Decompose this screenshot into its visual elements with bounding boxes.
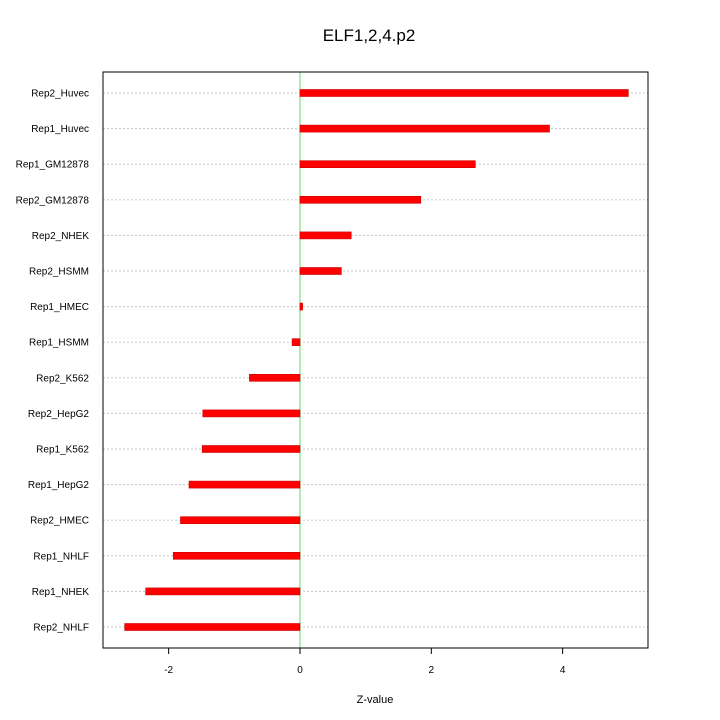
bar-rep2-huvec: [299, 89, 629, 97]
category-label: Rep1_Huvec: [31, 124, 89, 135]
bar-rep2-nhek: [299, 231, 352, 240]
category-label: Rep1_NHEK: [32, 587, 90, 598]
category-label: Rep2_HepG2: [28, 409, 90, 420]
x-tick-label: -2: [164, 665, 173, 676]
category-label: Rep2_K562: [36, 373, 89, 384]
bar-rep2-nhlf: [124, 623, 301, 631]
bar-rep1-hmec: [299, 302, 303, 311]
x-tick-label: 4: [560, 665, 566, 676]
bar-rep1-hsmm: [291, 338, 301, 347]
category-labels: Rep2_Huvec Rep1_Huvec Rep1_GM12878 Rep2_GM1…: [16, 89, 90, 634]
category-label: Rep1_HepG2: [28, 480, 90, 491]
bar-rep2-hmec: [180, 516, 301, 525]
x-tick-label: 0: [297, 665, 303, 676]
bar-rep2-hepg2: [202, 409, 301, 418]
grid-lines: [103, 92, 648, 628]
plot-frame: [102, 71, 649, 649]
bar-rep2-hsmm: [299, 267, 342, 275]
bars: [124, 89, 629, 631]
category-label: Rep1_K562: [36, 445, 89, 456]
chart-title: ELF1,2,4.p2: [323, 26, 416, 45]
bar-rep2-k562: [249, 373, 301, 382]
bar-rep1-nhlf: [172, 551, 301, 560]
bar-rep2-gm12878: [299, 196, 422, 204]
bar-rep1-gm12878: [299, 160, 476, 168]
category-label: Rep2_NHEK: [32, 231, 90, 242]
category-label: Rep2_NHLF: [33, 623, 89, 634]
x-axis-ticks: -2 0 2 4: [164, 647, 566, 676]
bar-rep1-nhek: [145, 587, 301, 596]
category-label: Rep1_HMEC: [30, 302, 89, 313]
category-label: Rep2_Huvec: [31, 89, 89, 100]
category-label: Rep2_GM12878: [16, 195, 90, 206]
category-label: Rep1_GM12878: [16, 160, 90, 171]
category-label: Rep1_NHLF: [33, 551, 89, 562]
bar-rep1-hepg2: [188, 480, 301, 489]
category-label: Rep1_HSMM: [29, 338, 89, 349]
x-tick-label: 2: [429, 665, 435, 676]
x-axis-title: Z-value: [357, 694, 394, 706]
bar-rep1-huvec: [299, 124, 550, 133]
category-label: Rep2_HMEC: [30, 516, 89, 527]
bar-rep1-k562: [201, 445, 301, 453]
category-label: Rep2_HSMM: [29, 267, 89, 278]
